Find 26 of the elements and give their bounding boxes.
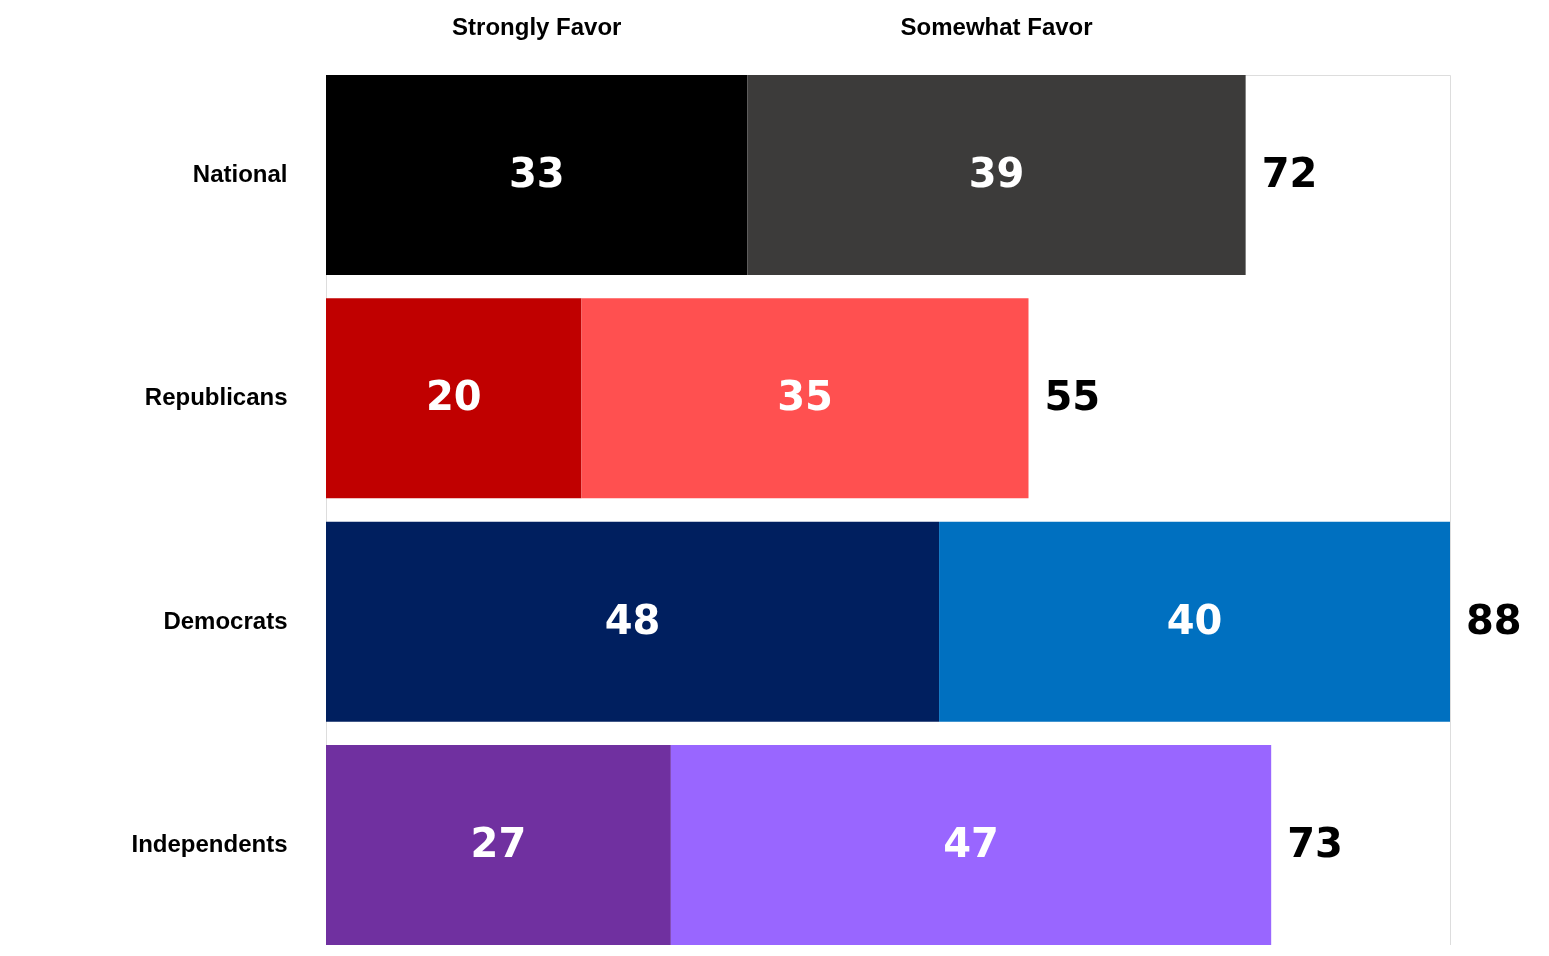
y-tick-label: National [192, 159, 288, 187]
series-label: Strongly Favor [452, 13, 622, 40]
total-label: 55 [1044, 373, 1101, 420]
data-label: 35 [777, 373, 833, 420]
series-label: Somewhat Favor [900, 13, 1093, 40]
y-tick-label: Republicans [144, 383, 288, 411]
total-label: 72 [1261, 149, 1318, 196]
data-label: 40 [1166, 596, 1223, 643]
data-label: 47 [943, 820, 999, 867]
bar [581, 298, 1029, 499]
y-tick-label: Democrats [163, 606, 288, 634]
data-label: 39 [968, 149, 1025, 196]
data-label: 27 [470, 820, 527, 867]
total-label: 88 [1466, 596, 1522, 643]
data-label: 48 [604, 596, 661, 643]
data-label: 33 [508, 149, 565, 196]
data-label: 20 [425, 373, 482, 420]
bar [326, 745, 671, 945]
bar [939, 521, 1450, 722]
bar [326, 298, 582, 499]
bar [747, 75, 1246, 275]
bar [326, 75, 748, 275]
bar [670, 745, 1272, 945]
y-tick-label: Independents [131, 830, 288, 858]
bar [326, 521, 940, 722]
total-label: 73 [1287, 820, 1343, 867]
